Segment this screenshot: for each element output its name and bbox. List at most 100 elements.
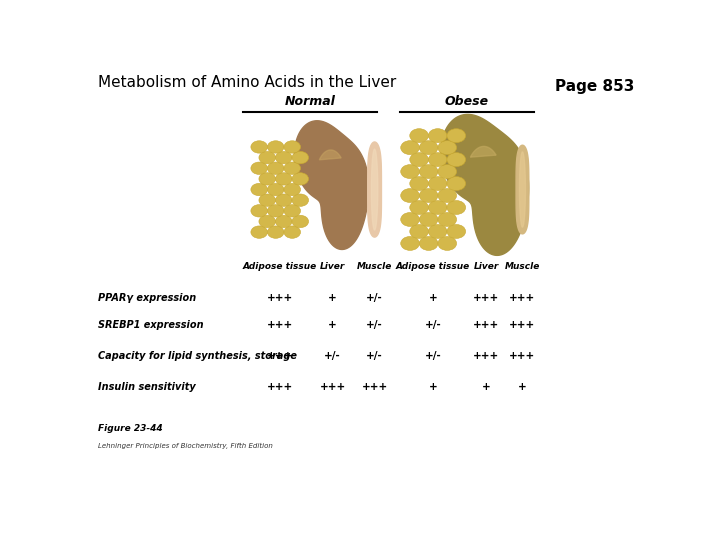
Circle shape — [267, 226, 284, 238]
Circle shape — [401, 140, 420, 154]
Text: Obese: Obese — [444, 96, 489, 109]
Text: Lehninger Principles of Biochemistry, Fifth Edition: Lehninger Principles of Biochemistry, Fi… — [99, 443, 274, 449]
Polygon shape — [368, 142, 382, 237]
Text: +++: +++ — [266, 320, 293, 330]
Circle shape — [276, 173, 292, 185]
Text: Capacity for lipid synthesis, storage: Capacity for lipid synthesis, storage — [99, 351, 297, 361]
Text: +: + — [482, 382, 490, 392]
Circle shape — [419, 140, 438, 154]
Circle shape — [419, 213, 438, 226]
Circle shape — [267, 205, 284, 217]
Text: Liver: Liver — [474, 262, 499, 271]
Polygon shape — [441, 114, 528, 255]
Text: +: + — [429, 382, 438, 392]
Text: +++: +++ — [320, 382, 346, 392]
Circle shape — [419, 237, 438, 251]
Circle shape — [259, 173, 276, 185]
Text: +/-: +/- — [425, 320, 441, 330]
Text: PPARγ expression: PPARγ expression — [99, 293, 197, 302]
Text: +++: +++ — [361, 382, 387, 392]
Circle shape — [251, 141, 268, 153]
Circle shape — [276, 194, 292, 206]
Circle shape — [447, 153, 466, 166]
Circle shape — [428, 177, 447, 191]
Text: +++: +++ — [266, 351, 293, 361]
Text: +++: +++ — [266, 382, 293, 392]
Text: +/-: +/- — [366, 351, 383, 361]
Text: +++: +++ — [473, 293, 499, 302]
Circle shape — [438, 165, 456, 179]
Polygon shape — [519, 152, 526, 227]
Circle shape — [276, 151, 292, 164]
Circle shape — [284, 141, 300, 153]
Text: +++: +++ — [473, 320, 499, 330]
Circle shape — [438, 213, 456, 226]
Circle shape — [419, 188, 438, 202]
Circle shape — [267, 184, 284, 195]
Text: +/-: +/- — [324, 351, 341, 361]
Circle shape — [410, 129, 428, 143]
Circle shape — [447, 225, 466, 239]
Circle shape — [292, 194, 309, 206]
Circle shape — [284, 205, 300, 217]
Circle shape — [401, 188, 420, 202]
Circle shape — [292, 151, 309, 164]
Circle shape — [251, 226, 268, 238]
Text: +++: +++ — [266, 293, 293, 302]
Text: +++: +++ — [509, 351, 536, 361]
Polygon shape — [470, 146, 496, 157]
Circle shape — [438, 237, 456, 251]
Circle shape — [428, 129, 447, 143]
Circle shape — [284, 226, 300, 238]
Text: +/-: +/- — [366, 293, 383, 302]
Text: +: + — [328, 320, 337, 330]
Circle shape — [447, 200, 466, 214]
Circle shape — [447, 129, 466, 143]
Circle shape — [251, 205, 268, 217]
Circle shape — [438, 188, 456, 202]
Circle shape — [410, 200, 428, 214]
Circle shape — [259, 194, 276, 206]
Text: Metabolism of Amino Acids in the Liver: Metabolism of Amino Acids in the Liver — [99, 75, 397, 90]
Text: +++: +++ — [509, 320, 536, 330]
Circle shape — [284, 162, 300, 174]
Circle shape — [292, 173, 309, 185]
Text: Insulin sensitivity: Insulin sensitivity — [99, 382, 196, 392]
Text: +/-: +/- — [425, 351, 441, 361]
Circle shape — [259, 215, 276, 228]
Circle shape — [438, 140, 456, 154]
Circle shape — [401, 237, 420, 251]
Text: +: + — [518, 382, 527, 392]
Polygon shape — [516, 145, 528, 234]
Text: Liver: Liver — [320, 262, 346, 271]
Circle shape — [292, 215, 309, 228]
Text: Page 853: Page 853 — [554, 79, 634, 94]
Circle shape — [251, 162, 268, 174]
Circle shape — [410, 153, 428, 166]
Circle shape — [428, 153, 447, 166]
Circle shape — [428, 200, 447, 214]
Text: Adipose tissue: Adipose tissue — [243, 262, 317, 271]
Circle shape — [267, 162, 284, 174]
Text: +++: +++ — [509, 293, 536, 302]
Text: +/-: +/- — [366, 320, 383, 330]
Circle shape — [276, 215, 292, 228]
Text: Muscle: Muscle — [505, 262, 540, 271]
Circle shape — [401, 165, 420, 179]
Circle shape — [267, 141, 284, 153]
Circle shape — [419, 165, 438, 179]
Circle shape — [259, 151, 276, 164]
Circle shape — [251, 184, 268, 195]
Circle shape — [428, 225, 447, 239]
Text: Normal: Normal — [285, 96, 336, 109]
Text: SREBP1 expression: SREBP1 expression — [99, 320, 204, 330]
Polygon shape — [372, 149, 378, 230]
Text: +: + — [328, 293, 337, 302]
Circle shape — [401, 213, 420, 226]
Text: +: + — [429, 293, 438, 302]
Circle shape — [410, 177, 428, 191]
Text: Figure 23-44: Figure 23-44 — [99, 424, 163, 433]
Text: +++: +++ — [473, 351, 499, 361]
Polygon shape — [294, 121, 369, 249]
Circle shape — [410, 225, 428, 239]
